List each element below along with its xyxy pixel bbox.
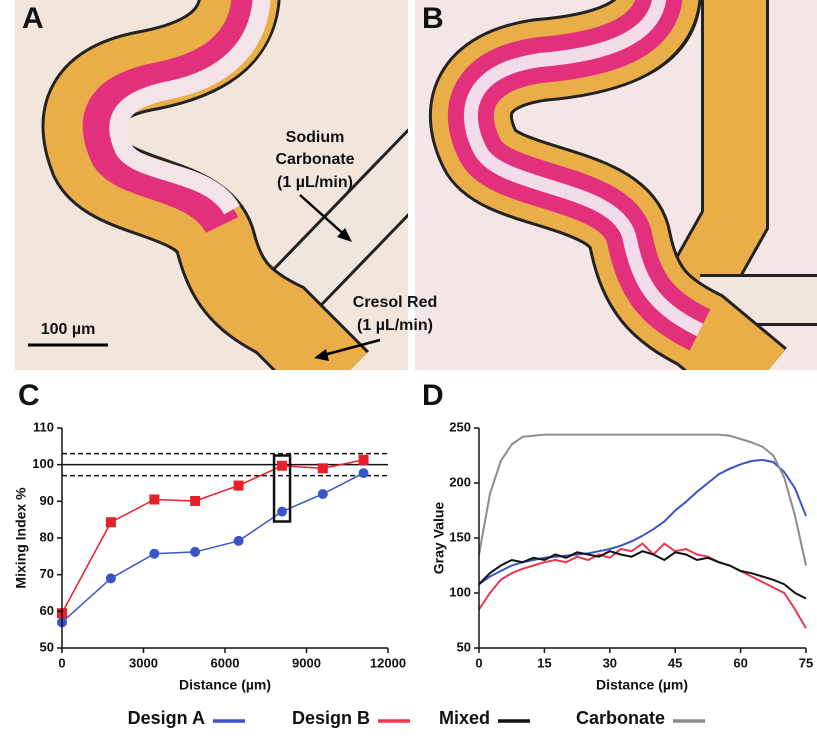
- legend-label: Carbonate: [576, 708, 665, 728]
- x-tick-label: 3000: [129, 655, 158, 670]
- annotation: (1 µL/min): [357, 317, 433, 334]
- marker: [149, 494, 160, 505]
- x-tick-label: 12000: [370, 655, 406, 670]
- legend-label: Design B: [292, 708, 370, 728]
- y-tick-label: 150: [449, 529, 471, 544]
- series-line: [61, 459, 364, 614]
- scale-bar-label: 100 µm: [41, 321, 96, 338]
- micrograph-a: [15, 0, 408, 370]
- series-line: [61, 472, 364, 623]
- y-tick-label: 70: [40, 566, 54, 581]
- marker: [358, 454, 369, 465]
- y-tick-label: 100: [32, 456, 54, 471]
- x-tick-label: 30: [603, 655, 617, 670]
- marker: [277, 506, 288, 517]
- marker: [233, 535, 244, 546]
- series-line: [478, 458, 807, 586]
- annotation: Cresol Red: [353, 294, 437, 311]
- series-line: [478, 542, 807, 629]
- y-axis-label: Gray Value: [431, 502, 447, 575]
- marker: [190, 546, 201, 557]
- series-line: [478, 550, 807, 600]
- micrograph-b: [415, 0, 817, 370]
- x-tick-label: 15: [537, 655, 551, 670]
- marker: [317, 463, 328, 474]
- x-tick-label: 75: [799, 655, 813, 670]
- panel-label: D: [422, 379, 444, 412]
- y-axis-label: Mixing Index %: [13, 487, 29, 589]
- y-tick-label: 110: [33, 419, 54, 434]
- panel-label: A: [22, 2, 44, 35]
- marker: [190, 495, 201, 506]
- panel-label: C: [18, 379, 40, 412]
- x-tick-label: 0: [475, 655, 482, 670]
- x-tick-label: 60: [733, 655, 747, 670]
- x-tick-label: 0: [58, 655, 65, 670]
- y-tick-label: 200: [449, 474, 471, 489]
- y-tick-label: 50: [40, 639, 54, 654]
- panel-label: B: [422, 2, 444, 35]
- marker: [358, 468, 369, 479]
- series-line: [478, 433, 807, 566]
- legend-label: Design A: [128, 708, 205, 728]
- x-tick-label: 45: [668, 655, 682, 670]
- y-tick-label: 50: [457, 639, 471, 654]
- annotation: Sodium: [286, 129, 345, 146]
- annotation: Carbonate: [275, 151, 354, 168]
- y-tick-label: 250: [449, 419, 471, 434]
- y-tick-label: 60: [40, 603, 54, 618]
- annotation: (1 µL/min): [277, 174, 353, 191]
- marker: [149, 548, 160, 559]
- x-tick-label: 9000: [292, 655, 321, 670]
- x-axis-label: Distance (µm): [596, 677, 688, 693]
- x-tick-label: 6000: [211, 655, 240, 670]
- y-tick-label: 80: [40, 529, 54, 544]
- highlight-box: [272, 454, 292, 523]
- marker: [105, 573, 116, 584]
- y-tick-label: 90: [40, 493, 54, 508]
- marker: [317, 489, 328, 499]
- y-tick-label: 100: [449, 584, 471, 599]
- marker: [233, 480, 244, 491]
- legend-label: Mixed: [439, 708, 490, 728]
- x-axis-label: Distance (µm): [179, 677, 271, 693]
- marker: [277, 460, 288, 471]
- marker: [105, 517, 116, 528]
